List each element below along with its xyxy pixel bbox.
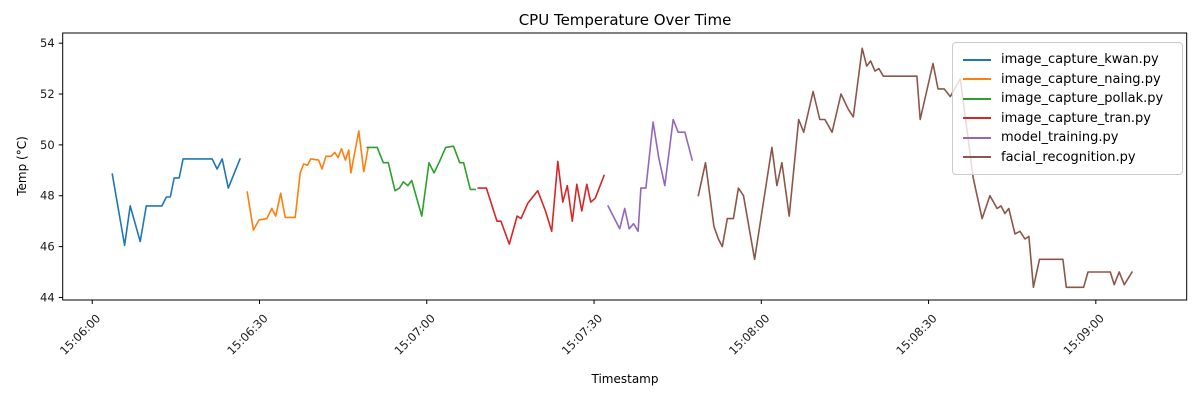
svg-text:44: 44 bbox=[40, 290, 55, 304]
legend-label: image_capture_kwan.py bbox=[1001, 52, 1159, 68]
legend-line-swatch bbox=[963, 58, 991, 61]
legend-item: image_capture_kwan.py bbox=[963, 50, 1172, 70]
legend-item: image_capture_pollak.py bbox=[963, 89, 1172, 109]
legend-label: model_training.py bbox=[1001, 130, 1119, 146]
svg-text:15:07:00: 15:07:00 bbox=[391, 311, 437, 357]
svg-text:15:06:00: 15:06:00 bbox=[57, 311, 103, 357]
y-axis-label: Temp (°C) bbox=[15, 136, 29, 196]
legend-label: image_capture_naing.py bbox=[1001, 71, 1161, 87]
svg-text:46: 46 bbox=[40, 240, 55, 254]
svg-text:15:08:00: 15:08:00 bbox=[726, 311, 772, 357]
svg-text:15:08:30: 15:08:30 bbox=[893, 311, 939, 357]
legend-label: facial_recognition.py bbox=[1001, 149, 1136, 165]
legend-line-swatch bbox=[963, 136, 991, 139]
legend-line-swatch bbox=[963, 97, 991, 100]
svg-text:54: 54 bbox=[40, 36, 55, 50]
svg-text:52: 52 bbox=[40, 87, 55, 101]
legend-item: image_capture_tran.py bbox=[963, 109, 1172, 129]
svg-text:50: 50 bbox=[40, 138, 55, 152]
svg-text:15:07:30: 15:07:30 bbox=[559, 311, 605, 357]
legend-item: facial_recognition.py bbox=[963, 148, 1172, 168]
legend-line-swatch bbox=[963, 156, 991, 159]
legend-item: model_training.py bbox=[963, 128, 1172, 148]
svg-text:15:06:30: 15:06:30 bbox=[224, 311, 270, 357]
svg-text:15:09:00: 15:09:00 bbox=[1061, 311, 1107, 357]
legend-label: image_capture_pollak.py bbox=[1001, 91, 1164, 107]
chart-title: CPU Temperature Over Time bbox=[518, 11, 732, 29]
legend-line-swatch bbox=[963, 78, 991, 81]
legend-label: image_capture_tran.py bbox=[1001, 110, 1151, 126]
legend-item: image_capture_naing.py bbox=[963, 70, 1172, 90]
legend-line-swatch bbox=[963, 117, 991, 120]
x-axis-label: Timestamp bbox=[591, 372, 659, 386]
legend: image_capture_kwan.py image_capture_nain… bbox=[952, 42, 1183, 175]
svg-text:48: 48 bbox=[40, 189, 55, 203]
